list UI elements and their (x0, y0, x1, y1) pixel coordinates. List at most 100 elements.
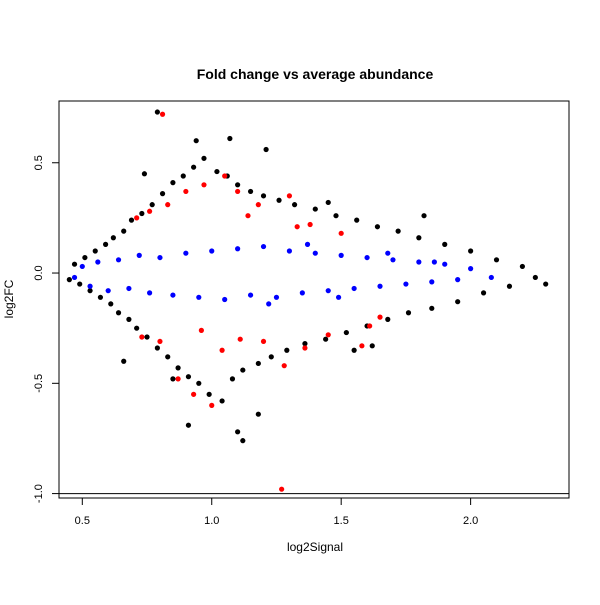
series-0 (66, 109, 549, 444)
data-point-2-13 (157, 338, 163, 345)
data-point-0-22 (175, 365, 181, 371)
data-point-0-66 (227, 135, 233, 142)
y-axis-label: log2FC (2, 279, 16, 318)
data-point-0-20 (165, 354, 171, 360)
data-point-1-3 (95, 259, 101, 265)
data-point-0-37 (260, 193, 267, 199)
data-point-2-27 (198, 327, 204, 333)
data-point-0-54 (429, 305, 435, 311)
data-point-2-3 (165, 202, 171, 208)
data-point-0-68 (235, 429, 241, 435)
data-point-2-22 (325, 332, 331, 338)
data-point-0-69 (240, 438, 246, 444)
data-point-1-0 (71, 274, 78, 281)
data-point-2-24 (377, 314, 383, 320)
data-point-0-35 (247, 188, 254, 195)
plot-area (59, 109, 569, 495)
data-point-0-52 (405, 310, 412, 316)
y-axis: -1.0 -0.5 0.0 0.5 (33, 155, 59, 503)
data-point-1-6 (126, 285, 132, 292)
data-point-0-76 (421, 213, 427, 219)
data-point-1-21 (312, 250, 318, 256)
data-point-1-36 (266, 301, 272, 307)
data-point-0-34 (240, 367, 246, 373)
data-point-2-4 (183, 188, 189, 195)
data-point-1-13 (209, 248, 215, 254)
data-point-1-27 (390, 257, 396, 263)
data-point-0-49 (374, 224, 381, 230)
data-point-2-29 (367, 323, 373, 329)
data-point-0-8 (108, 301, 114, 307)
data-point-0-32 (229, 376, 236, 382)
data-point-0-3 (82, 254, 88, 261)
x-axis: 0.5 1.0 1.5 2.0 (75, 498, 478, 527)
data-point-1-38 (385, 250, 391, 256)
data-point-0-50 (385, 316, 391, 322)
y-tick-label: 0.0 (33, 265, 45, 280)
data-point-0-74 (325, 199, 331, 206)
data-point-2-8 (255, 202, 261, 208)
data-point-2-23 (359, 343, 365, 349)
data-point-0-11 (121, 228, 127, 234)
data-point-1-24 (351, 285, 357, 292)
data-point-1-15 (235, 246, 241, 252)
data-point-2-26 (245, 213, 251, 219)
data-point-1-20 (299, 290, 305, 296)
data-point-2-7 (235, 188, 241, 195)
data-point-0-72 (141, 171, 148, 177)
data-point-1-35 (304, 241, 311, 247)
data-point-2-20 (281, 363, 287, 369)
data-point-1-31 (442, 261, 448, 267)
plot-frame (58, 100, 570, 499)
x-tick-label: 1.0 (204, 515, 219, 527)
data-point-0-28 (206, 391, 212, 397)
data-point-1-22 (325, 288, 331, 294)
data-point-1-8 (147, 290, 153, 296)
data-point-2-15 (191, 391, 197, 397)
data-point-0-1 (71, 261, 78, 267)
data-point-2-0 (159, 111, 166, 117)
y-tick-label: 0.5 (33, 155, 45, 170)
data-point-0-57 (468, 248, 474, 254)
x-tick-label: 0.5 (75, 515, 90, 527)
data-point-0-10 (115, 310, 122, 316)
data-point-0-19 (159, 191, 166, 197)
data-point-1-10 (170, 292, 176, 298)
data-point-0-17 (149, 202, 155, 208)
data-point-1-29 (416, 259, 422, 265)
data-point-0-9 (110, 235, 116, 241)
data-point-0-71 (255, 411, 261, 417)
data-point-0-4 (87, 288, 93, 294)
data-point-0-12 (126, 316, 132, 322)
data-point-0-73 (170, 376, 176, 382)
data-point-2-12 (139, 334, 145, 340)
data-point-0-60 (506, 283, 513, 289)
data-point-1-16 (247, 292, 254, 298)
data-point-0-14 (134, 325, 140, 331)
data-point-0-61 (519, 263, 526, 270)
data-point-1-7 (136, 252, 142, 258)
data-point-0-27 (201, 155, 207, 161)
data-point-0-53 (416, 235, 422, 241)
data-point-1-14 (222, 296, 228, 303)
data-point-1-9 (157, 254, 163, 261)
data-point-1-32 (455, 277, 461, 283)
data-point-2-18 (237, 336, 243, 342)
data-point-0-51 (395, 228, 401, 234)
data-point-1-39 (431, 259, 437, 265)
data-point-0-23 (180, 173, 186, 179)
x-tick-label: 2.0 (463, 515, 478, 527)
data-point-0-40 (284, 347, 290, 353)
data-point-1-34 (488, 274, 494, 281)
data-point-2-17 (219, 347, 225, 353)
data-point-0-26 (196, 380, 202, 386)
data-point-0-58 (480, 290, 487, 296)
data-point-1-25 (364, 254, 370, 261)
data-point-1-1 (79, 263, 85, 270)
y-tick-label: -0.5 (33, 374, 45, 393)
y-tick-label: -1.0 (33, 484, 45, 503)
data-point-0-45 (333, 213, 339, 219)
data-point-0-13 (128, 217, 135, 223)
